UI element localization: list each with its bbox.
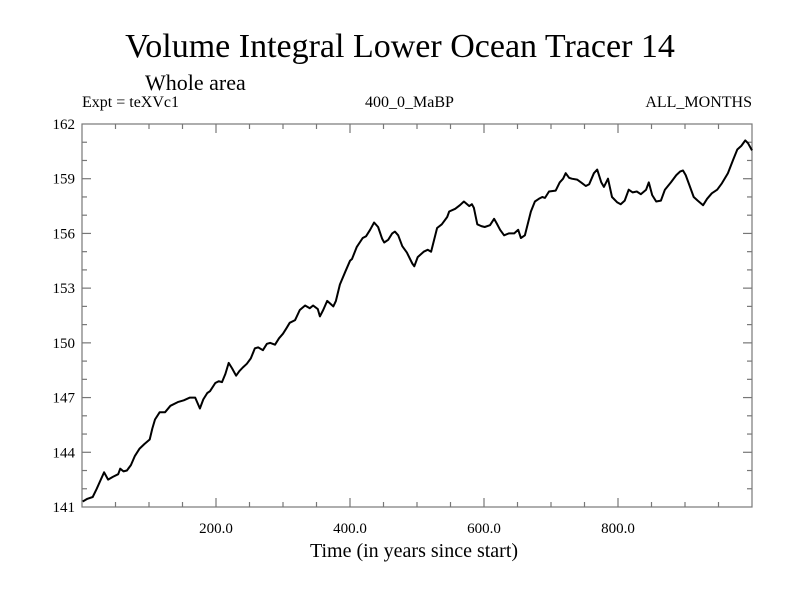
x-axis-title: Time (in years since start) xyxy=(310,540,518,562)
x-tick-label: 600.0 xyxy=(467,521,501,537)
axis-ticks xyxy=(82,124,752,507)
series-line xyxy=(82,139,753,503)
chart-subtitle: Whole area xyxy=(145,70,246,95)
tick-labels: 200.0 400.0 600.0 800.0 141 144 147 150 153 156 15… xyxy=(53,117,635,537)
y-tick-label: 159 xyxy=(53,172,76,188)
x-tick-label: 800.0 xyxy=(601,521,635,537)
y-tick-label: 153 xyxy=(53,281,76,297)
y-tick-label: 156 xyxy=(53,226,76,242)
y-tick-label: 144 xyxy=(53,445,76,461)
plot-frame xyxy=(81,123,753,508)
months-label: ALL_MONTHS xyxy=(645,94,752,111)
y-tick-label: 141 xyxy=(53,500,76,516)
y-tick-label: 150 xyxy=(53,336,76,352)
x-tick-label: 400.0 xyxy=(333,521,367,537)
y-tick-label: 147 xyxy=(53,391,76,407)
experiment-label: Expt = teXVc1 xyxy=(82,94,179,111)
x-tick-label: 200.0 xyxy=(199,521,233,537)
period-label: 400_0_MaBP xyxy=(365,94,454,111)
y-tick-label: 162 xyxy=(53,117,76,133)
chart-title: Volume Integral Lower Ocean Tracer 14 xyxy=(125,28,675,65)
